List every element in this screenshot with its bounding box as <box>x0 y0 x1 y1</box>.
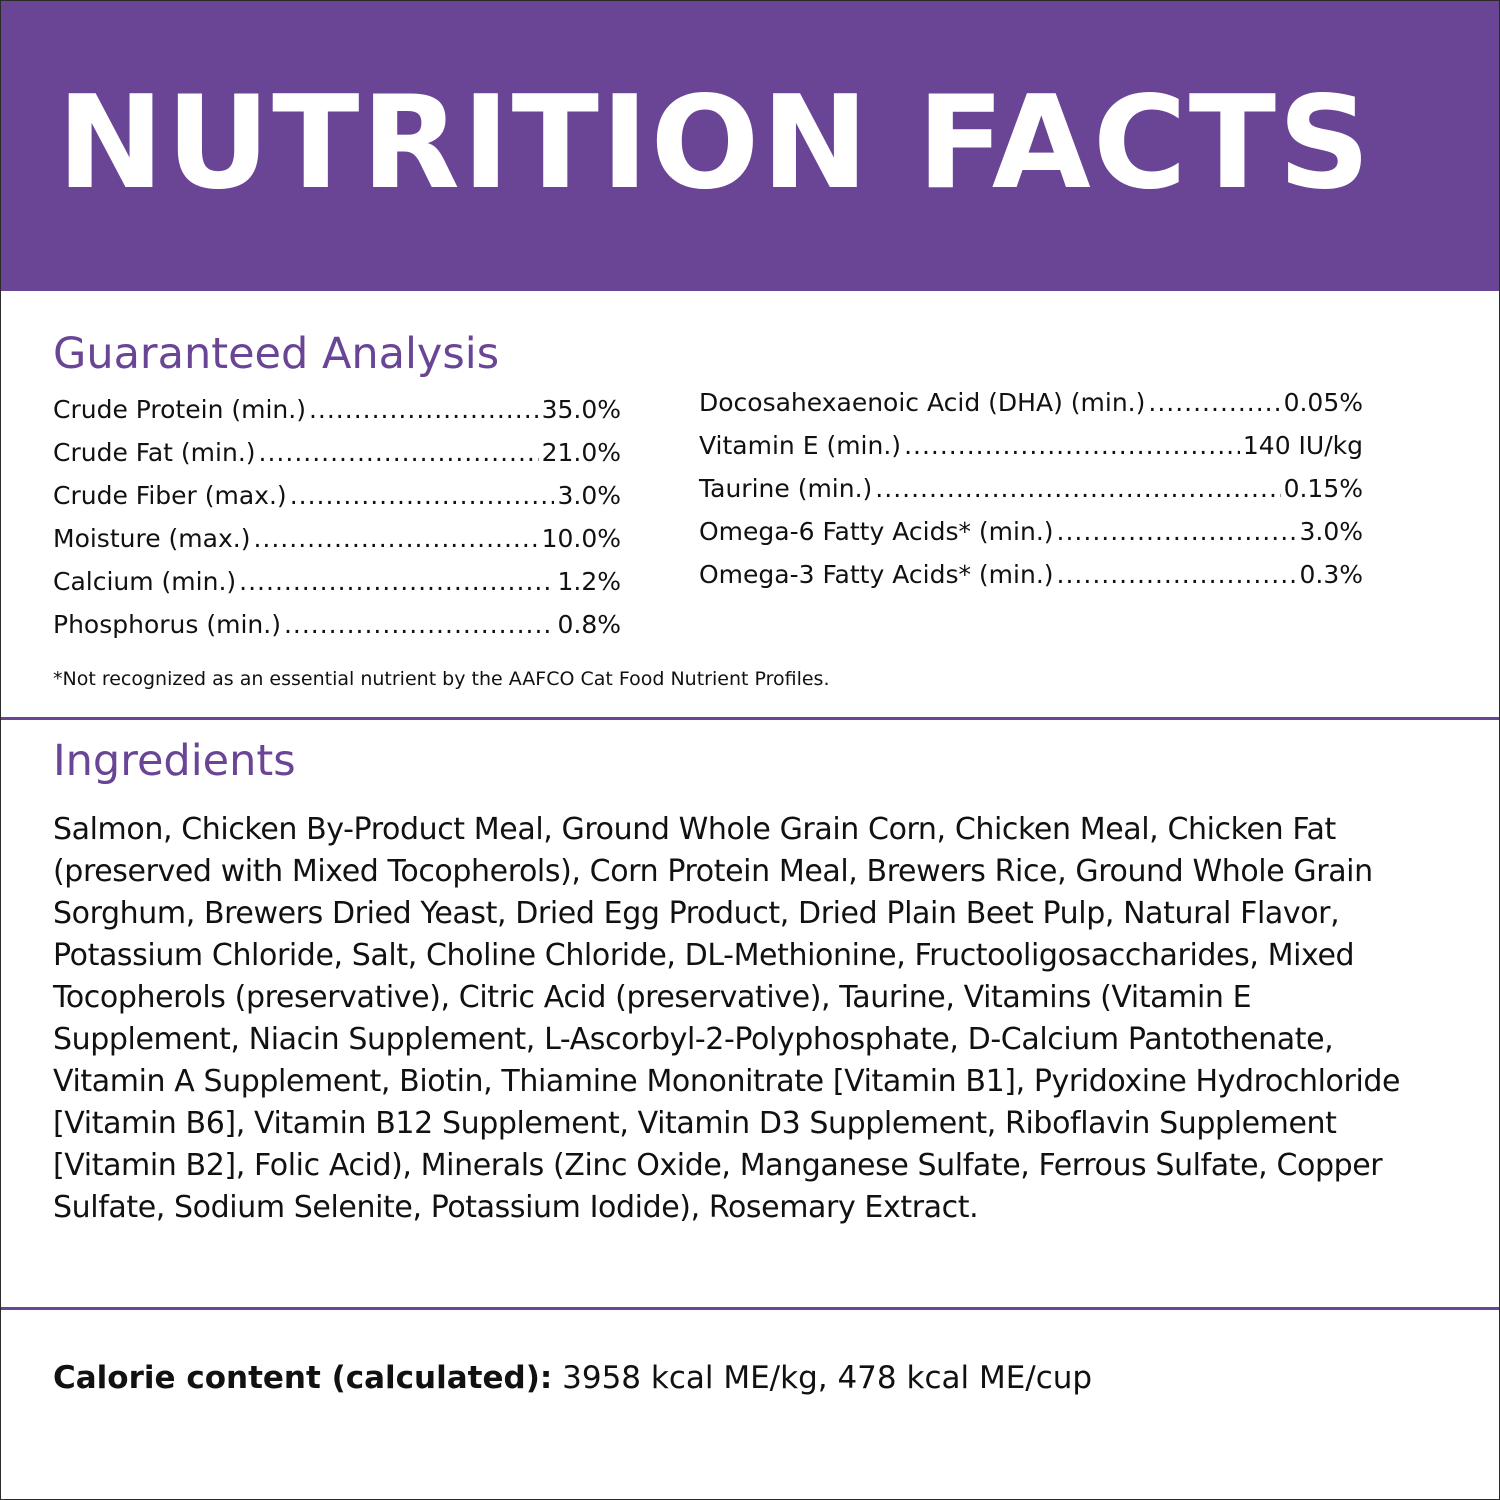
page-title: NUTRITION FACTS <box>57 69 1373 218</box>
nutrient-name: Vitamin E (min.) <box>699 431 902 460</box>
dot-leader <box>259 431 539 474</box>
analysis-row: Calcium (min.) 1.2% <box>53 560 621 603</box>
analysis-row: Crude Fat (min.) 21.0% <box>53 431 621 474</box>
nutrient-value: 3.0% <box>557 481 621 510</box>
nutrient-value: 10.0% <box>541 524 621 553</box>
nutrient-value: 3.0% <box>1299 517 1363 546</box>
nutrient-value: 140 IU/kg <box>1242 431 1363 460</box>
nutrient-name: Omega-3 Fatty Acids* (min.) <box>699 560 1054 589</box>
analysis-row: Crude Fiber (max.) 3.0% <box>53 474 621 517</box>
dot-leader <box>253 517 538 560</box>
section-divider <box>1 1307 1499 1310</box>
dot-leader <box>284 603 555 646</box>
header-banner: NUTRITION FACTS <box>1 1 1499 291</box>
nutrient-name: Crude Fiber (max.) <box>53 481 287 510</box>
section-divider <box>1 717 1499 720</box>
dot-leader <box>1057 553 1297 596</box>
nutrient-value: 0.3% <box>1299 560 1363 589</box>
analysis-row: Crude Protein (min.) 35.0% <box>53 388 621 431</box>
nutrient-value: 0.15% <box>1283 474 1363 503</box>
analysis-row: Vitamin E (min.) 140 IU/kg <box>699 424 1363 467</box>
dot-leader <box>1148 381 1280 424</box>
nutrient-value: 35.0% <box>541 395 621 424</box>
analysis-row: Omega-6 Fatty Acids* (min.) 3.0% <box>699 510 1363 553</box>
nutrient-name: Crude Fat (min.) <box>53 438 256 467</box>
calorie-value: 3958 kcal ME/kg, 478 kcal ME/cup <box>562 1360 1093 1396</box>
dot-leader <box>875 467 1280 510</box>
nutrient-name: Docosahexaenoic Acid (DHA) (min.) <box>699 388 1146 417</box>
analysis-row: Docosahexaenoic Acid (DHA) (min.) 0.05% <box>699 381 1363 424</box>
nutrient-name: Omega-6 Fatty Acids* (min.) <box>699 517 1054 546</box>
nutrient-name: Moisture (max.) <box>53 524 251 553</box>
analysis-left-column: Crude Protein (min.) 35.0% Crude Fat (mi… <box>53 388 621 646</box>
nutrient-value: 1.2% <box>557 567 621 596</box>
analysis-row: Omega-3 Fatty Acids* (min.) 0.3% <box>699 553 1363 596</box>
dot-leader <box>290 474 555 517</box>
nutrient-value: 0.8% <box>557 610 621 639</box>
nutrient-name: Taurine (min.) <box>699 474 873 503</box>
nutrient-value: 21.0% <box>541 438 621 467</box>
analysis-row: Phosphorus (min.) 0.8% <box>53 603 621 646</box>
analysis-footnote: *Not recognized as an essential nutrient… <box>53 668 830 690</box>
dot-leader <box>904 424 1240 467</box>
nutrient-value: 0.05% <box>1283 388 1363 417</box>
ingredients-title: Ingredients <box>53 736 296 786</box>
dot-leader <box>239 560 554 603</box>
analysis-row: Moisture (max.) 10.0% <box>53 517 621 560</box>
nutrient-name: Crude Protein (min.) <box>53 395 306 424</box>
dot-leader <box>1057 510 1297 553</box>
dot-leader <box>309 388 539 431</box>
nutrient-name: Calcium (min.) <box>53 567 237 596</box>
analysis-row: Taurine (min.) 0.15% <box>699 467 1363 510</box>
analysis-right-column: Docosahexaenoic Acid (DHA) (min.) 0.05% … <box>699 381 1363 596</box>
calorie-label: Calorie content (calculated): <box>53 1360 553 1396</box>
calorie-content: Calorie content (calculated): 3958 kcal … <box>53 1357 1092 1399</box>
guaranteed-analysis-title: Guaranteed Analysis <box>53 329 500 379</box>
nutrient-name: Phosphorus (min.) <box>53 610 281 639</box>
ingredients-list: Salmon, Chicken By-Product Meal, Ground … <box>53 812 1401 1225</box>
